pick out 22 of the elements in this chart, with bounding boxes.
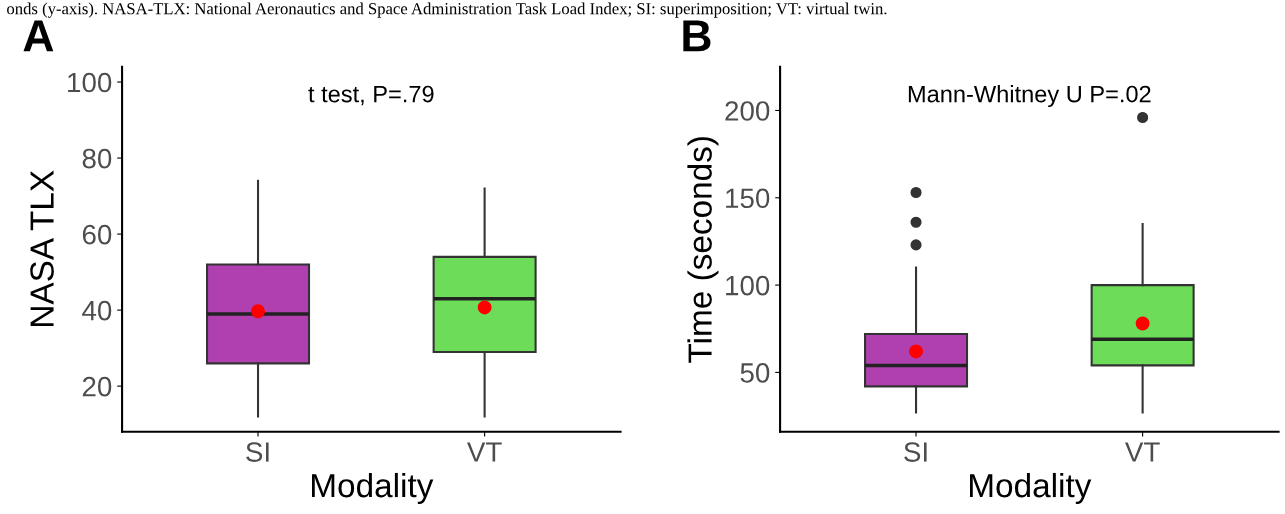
y-tick-label: 100 [68,72,112,93]
y-tick-label: 40 [82,300,112,321]
x-tick-label: VT [466,442,502,462]
chart-title: A [23,20,54,52]
text: t test, P=.79 [308,85,434,106]
y-tick-label: 60 [82,224,112,245]
y-tick-label: 100 [726,275,770,296]
text: Mann-Whitney U P=.02 [908,85,1151,108]
y-axis-title: NASA TLX [30,170,54,326]
y-axis-title: Time (seconds) [687,137,719,363]
text: onds (y-axis). NASA-TLX: National Aeronautics and Space Administration Task Load Index; SI: superimposition; VT: virtual twin. [7,2,887,18]
x-axis-title: Modality [970,472,1092,504]
y-tick-label: 80 [82,148,112,169]
x-tick-label: SI [904,442,927,462]
chart-title: B [683,20,711,52]
y-tick-label: 20 [82,376,112,397]
y-tick-label: 150 [726,188,770,209]
x-tick-label: SI [246,442,269,462]
y-tick-label: 200 [725,101,770,121]
x-axis-title: Modality [312,472,434,504]
x-tick-label: VT [1125,442,1160,462]
y-tick-label: 50 [740,363,770,383]
